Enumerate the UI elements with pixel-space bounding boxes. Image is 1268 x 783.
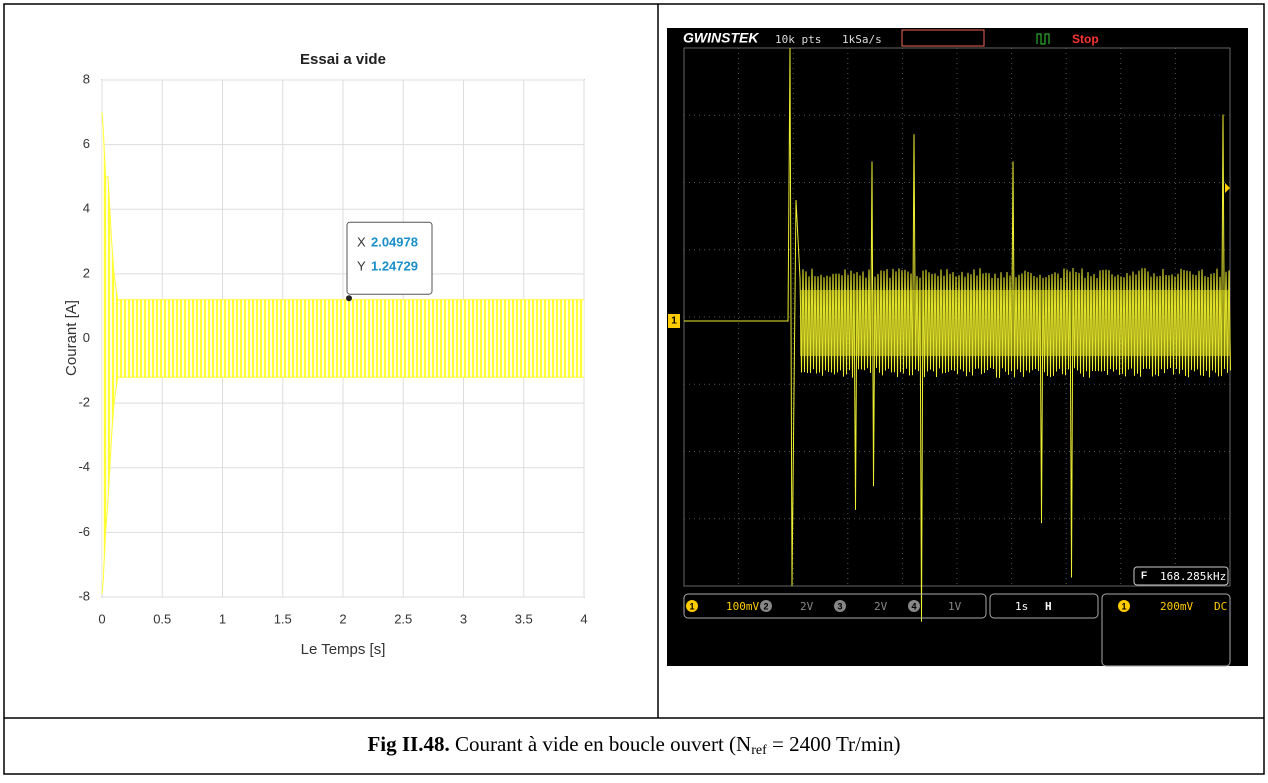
y-tick-label: 8 — [83, 71, 90, 86]
trigger-level-marker — [1225, 183, 1230, 193]
signal-band — [102, 112, 584, 594]
x-tick-label: 1 — [219, 611, 226, 626]
channel-marker-box — [668, 314, 680, 328]
y-tick-label: -6 — [78, 524, 90, 539]
x-tick-label: 3 — [460, 611, 467, 626]
y-tick-label: 6 — [83, 136, 90, 151]
trigger-bar — [1101, 593, 1231, 667]
channel-icon — [834, 600, 846, 612]
table-border — [3, 3, 1265, 775]
datatip-label: Y — [357, 259, 366, 274]
frequency: 168.285kHz — [1160, 570, 1226, 583]
status: Stop — [1072, 32, 1099, 46]
chart-title: Essai a vide — [300, 51, 386, 68]
channel-icon — [760, 600, 772, 612]
x-tick-label: 4 — [580, 611, 587, 626]
scope-trace — [684, 47, 1231, 622]
signal-lower — [101, 376, 584, 594]
x-tick-label: 2.5 — [394, 611, 412, 626]
datatip-value: 1.24729 — [371, 259, 418, 274]
y-tick-label: -2 — [78, 395, 90, 410]
x-tick-label: 2 — [339, 611, 346, 626]
caption-label: Fig II.48. — [367, 732, 449, 756]
x-tick-label: 3.5 — [515, 611, 533, 626]
channel-number: 3 — [837, 601, 842, 611]
coupling: DC — [1214, 600, 1227, 613]
channel-scale: 1V — [948, 600, 962, 613]
timebase: 1s — [1015, 600, 1028, 613]
points: 10k pts — [775, 33, 821, 46]
trigger-icon — [1036, 33, 1050, 45]
y-axis-label: Courant [A] — [63, 300, 80, 376]
channel-number: 4 — [911, 601, 916, 611]
datatip-point — [345, 295, 352, 302]
channel-icon — [908, 600, 920, 612]
channel-scale: 100mV — [726, 600, 759, 613]
datatip-box — [346, 221, 433, 295]
channel-scale: 2V — [800, 600, 814, 613]
signal-upper — [101, 112, 584, 301]
oscilloscope-screenshot: GWINSTEK 10k pts 1kSa/s Stop 1 F 168.285… — [667, 28, 1248, 667]
x-tick-label: 0.5 — [153, 611, 171, 626]
x-tick-label: 1.5 — [274, 611, 292, 626]
caption-text: Courant à vide en boucle ouvert (N — [455, 732, 751, 756]
h-icon: H — [1045, 600, 1052, 613]
channel-marker: 1 — [671, 316, 677, 327]
trigger-level: 200mV — [1160, 600, 1193, 613]
memory-bar — [901, 29, 985, 47]
matlab-plot: Essai a vide Le Temps [s] Courant [A] 0 0… — [63, 51, 588, 658]
y-tick-label: 4 — [83, 201, 90, 216]
freq-box — [1133, 566, 1229, 586]
trigger-channel: 1 — [1121, 601, 1126, 611]
rate: 1kSa/s — [842, 33, 882, 46]
timebase-bar — [989, 593, 1099, 619]
channel-icon — [686, 600, 698, 612]
trigger-channel-icon — [1118, 600, 1130, 612]
caption-rest: = 2400 Tr/min) — [767, 732, 901, 756]
trace-core — [800, 290, 1230, 356]
x-tick-label: 0 — [98, 611, 105, 626]
caption-sub: ref — [751, 743, 767, 758]
x-axis-label: Le Temps [s] — [301, 641, 386, 658]
y-tick-label: -8 — [78, 588, 90, 603]
y-tick-label: -4 — [78, 459, 90, 474]
scope-grid — [684, 48, 1230, 586]
channel-bar — [683, 593, 987, 619]
y-tick-label: 0 — [83, 330, 90, 345]
channel-number: 2 — [763, 601, 768, 611]
channel-number: 1 — [689, 601, 694, 611]
freq-icon: F — [1141, 571, 1147, 582]
channel-scale: 2V — [874, 600, 888, 613]
caption: Fig II.48. Courant à vide en boucle ouve… — [367, 732, 900, 758]
datatip-value: 2.04978 — [371, 235, 418, 250]
datatip-label: X — [357, 235, 366, 250]
y-tick-label: 2 — [83, 265, 90, 280]
brand: GWINSTEK — [683, 30, 759, 46]
